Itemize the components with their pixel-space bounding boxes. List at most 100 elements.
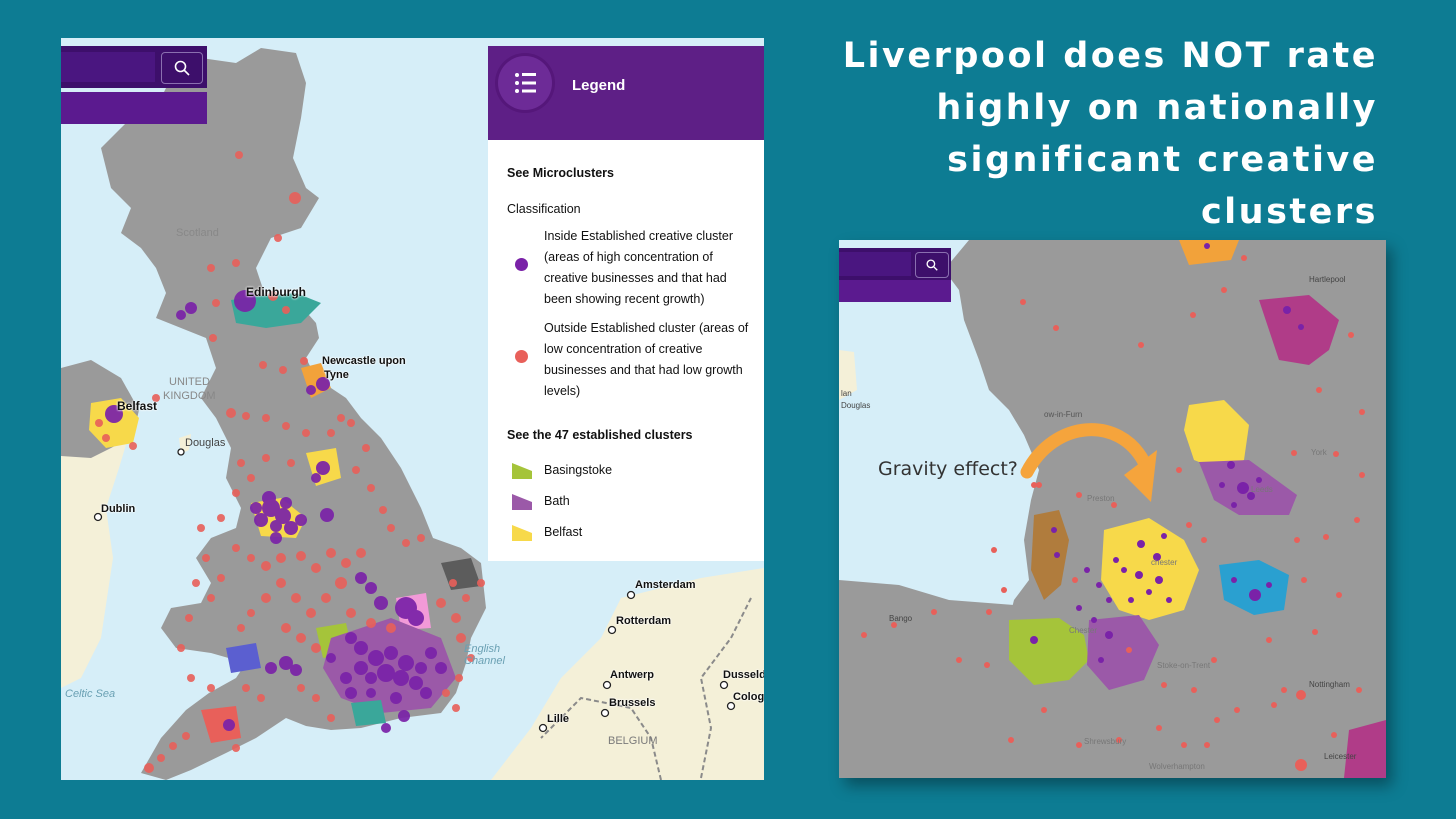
isle-of-man	[839, 350, 857, 400]
label-amsterdam: Amsterdam	[635, 579, 696, 591]
cluster-sheffield	[1219, 560, 1289, 615]
search-bar	[61, 46, 207, 88]
cluster-name: Belfast	[544, 525, 583, 539]
headline-line-4: clusters	[1200, 192, 1378, 232]
great-britain-landmass	[101, 48, 486, 780]
legend-cluster-belfast[interactable]: Belfast	[507, 522, 752, 543]
label-brussels: Brussels	[609, 697, 656, 709]
label-belgium: BELGIUM	[608, 735, 658, 747]
search-icon	[174, 60, 190, 76]
cluster-leeds	[1184, 400, 1249, 470]
outside-cluster-label: Outside Established cluster (areas of lo…	[544, 321, 749, 398]
headline-line-3: significant creative	[947, 140, 1378, 180]
label-belfast: Belfast	[117, 399, 158, 413]
label-shrewsbury: Shrewsbury	[1084, 737, 1127, 746]
legend-cluster-basingstoke[interactable]: Basingstoke	[507, 460, 752, 481]
established-cluster-dots	[1030, 243, 1304, 663]
uk-map-canvas[interactable]	[61, 38, 764, 780]
country-border	[540, 696, 662, 780]
cluster-teesside	[1259, 295, 1339, 365]
see-microclusters-link[interactable]: See Microclusters	[507, 166, 614, 180]
uk-map-panel[interactable]: Edinburgh Newcastle upon Tyne Belfast Do…	[61, 38, 764, 780]
label-newcastle-1: Newcastle upon	[322, 355, 406, 367]
search-icon	[926, 259, 938, 271]
search-input-zoomed[interactable]	[839, 252, 911, 276]
label-barrow: ow-in-Furn	[1044, 410, 1083, 419]
outside-cluster-dot-icon	[515, 350, 528, 363]
europe-landmass	[491, 568, 764, 780]
established-cluster-dots	[105, 290, 447, 733]
label-cologne: Colog	[733, 691, 764, 703]
label-douglas: Douglas	[185, 437, 226, 449]
label-newcastle-2: Tyne	[324, 369, 349, 381]
label-isle: lan	[841, 389, 852, 398]
cluster-stoke	[1087, 615, 1159, 690]
search-button-zoomed[interactable]	[915, 252, 949, 278]
search-button[interactable]	[161, 52, 203, 84]
classification-heading: Classification	[507, 202, 581, 216]
cluster-hartlepool-orange	[1179, 240, 1239, 265]
label-english-channel-2: Channel	[464, 655, 505, 667]
label-stoke: Stoke-on-Trent	[1157, 661, 1211, 670]
label-hartlepool: Hartlepool	[1309, 275, 1346, 284]
gravity-arrow-head	[1124, 450, 1157, 502]
inside-cluster-label: Inside Established creative cluster (are…	[544, 229, 733, 306]
gravity-arrow	[1020, 423, 1151, 479]
legend-item-outside: Outside Established cluster (areas of lo…	[507, 318, 752, 402]
legend-body: See Microclusters Classification Inside …	[488, 140, 764, 543]
label-bangor: Bango	[889, 614, 913, 623]
headline-line-1: Liverpool does NOT rate	[842, 36, 1378, 76]
legend-item-inside: Inside Established creative cluster (are…	[507, 226, 752, 310]
north-west-map-canvas[interactable]	[839, 240, 1386, 778]
label-kingdom: KINGDOM	[163, 390, 216, 402]
label-english-channel-1: English	[464, 643, 501, 655]
label-leicester: Leicester	[1324, 752, 1357, 761]
label-rotterdam: Rotterdam	[616, 615, 672, 627]
list-icon	[515, 73, 536, 93]
headline: Liverpool does NOT rate highly on nation…	[818, 30, 1378, 238]
label-dusseldorf: Dusseld	[723, 669, 764, 681]
polygon-swatch-icon	[512, 525, 532, 541]
cluster-name: Bath	[544, 494, 570, 508]
label-manchester: chester	[1151, 558, 1178, 567]
cluster-bath	[226, 643, 261, 673]
gravity-annotation: Gravity effect?	[878, 458, 1018, 480]
legend-title: Legend	[572, 77, 626, 94]
search-bar-zoomed	[839, 248, 951, 280]
label-york: York	[1311, 448, 1327, 457]
label-preston: Preston	[1087, 494, 1115, 503]
label-united: UNITED	[169, 376, 210, 388]
wales-landmass	[839, 580, 1019, 720]
label-celtic-sea: Celtic Sea	[65, 688, 116, 700]
label-nottingham: Nottingham	[1309, 680, 1350, 689]
label-douglas-zoomed: Douglas	[841, 401, 871, 410]
legend-cluster-bath[interactable]: Bath	[507, 491, 752, 512]
cluster-cornwall	[201, 706, 241, 743]
search-results-strip-zoomed[interactable]	[839, 280, 951, 302]
label-wolverhampton: Wolverhampton	[1149, 762, 1205, 771]
outside-cluster-dots	[95, 151, 485, 773]
established-clusters-heading[interactable]: See the 47 established clusters	[507, 428, 693, 442]
cluster-manchester	[1101, 518, 1199, 620]
cluster-chester	[1009, 618, 1089, 685]
search-input[interactable]	[61, 52, 155, 82]
city-markers	[93, 448, 736, 733]
cluster-leicester	[1344, 720, 1386, 778]
cluster-name: Basingstoke	[544, 463, 613, 477]
inside-cluster-dot-icon	[515, 258, 528, 271]
label-antwerp: Antwerp	[610, 669, 654, 681]
headline-line-2: highly on nationally	[936, 88, 1378, 128]
legend-toggle-button[interactable]	[498, 56, 552, 110]
label-lille: Lille	[547, 713, 570, 725]
cluster-brighton	[351, 700, 386, 726]
north-west-map-panel[interactable]: Gravity effect? Hartlepool Douglas lan o…	[839, 240, 1386, 778]
legend-header[interactable]: Legend	[488, 46, 764, 140]
label-dublin: Dublin	[101, 503, 136, 515]
search-results-strip[interactable]	[61, 92, 207, 124]
label-leeds: Leeds	[1251, 485, 1273, 494]
polygon-swatch-icon	[512, 463, 532, 479]
polygon-swatch-icon	[512, 494, 532, 510]
country-border	[699, 597, 752, 779]
label-edinburgh: Edinburgh	[246, 285, 306, 299]
label-chester: Chester	[1069, 626, 1098, 635]
